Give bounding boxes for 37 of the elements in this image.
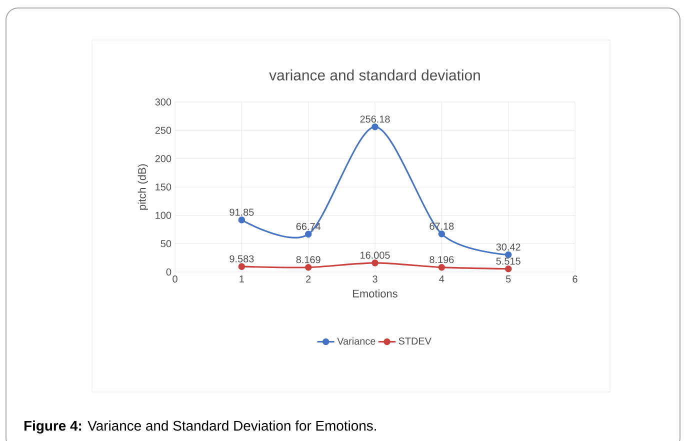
y-axis-title: pitch (dB) [138,164,148,210]
point [372,260,378,266]
legend-label: Variance [337,337,376,345]
y-tick-label: 200 [155,155,172,162]
y-tick-label: 150 [156,183,172,191]
point [372,123,378,130]
y-tick-label: 100 [156,212,172,219]
point [438,230,446,238]
x-tick-label: 5 [506,276,511,282]
point [238,263,246,270]
data-label: 8.196 [430,256,454,264]
text: Figure 4: Variance and Standard Deviation for Emotions. [24,420,376,434]
x-tick-label: 2 [306,276,311,282]
data-label: 91.85 [230,208,254,216]
x-tick-label: 3 [372,276,378,283]
x-tick-label: 6 [572,276,578,283]
data-label: 16.005 [360,252,390,259]
point [504,265,512,272]
point [304,230,312,238]
data-label: 5.515 [496,258,520,265]
x-tick-label: 4 [439,276,444,282]
point [304,264,312,271]
data-label: 256.18 [360,116,390,123]
x-axis-title: Emotions [353,289,398,298]
data-label: 30.42 [496,244,520,251]
chart-title: variance and standard deviation [269,70,480,80]
y-tick-label: 250 [155,126,172,134]
point [238,216,246,224]
y-tick-label: 0 [166,268,172,276]
x-tick-label: 1 [240,276,244,282]
data-label: 9.583 [230,255,254,262]
y-tick-label: 50 [160,240,172,248]
legend-label: STDEV [398,338,432,345]
x-tick-label: 0 [172,276,178,283]
point [438,264,446,271]
data-label: 8.169 [296,256,320,264]
y-tick-label: 300 [155,98,172,106]
